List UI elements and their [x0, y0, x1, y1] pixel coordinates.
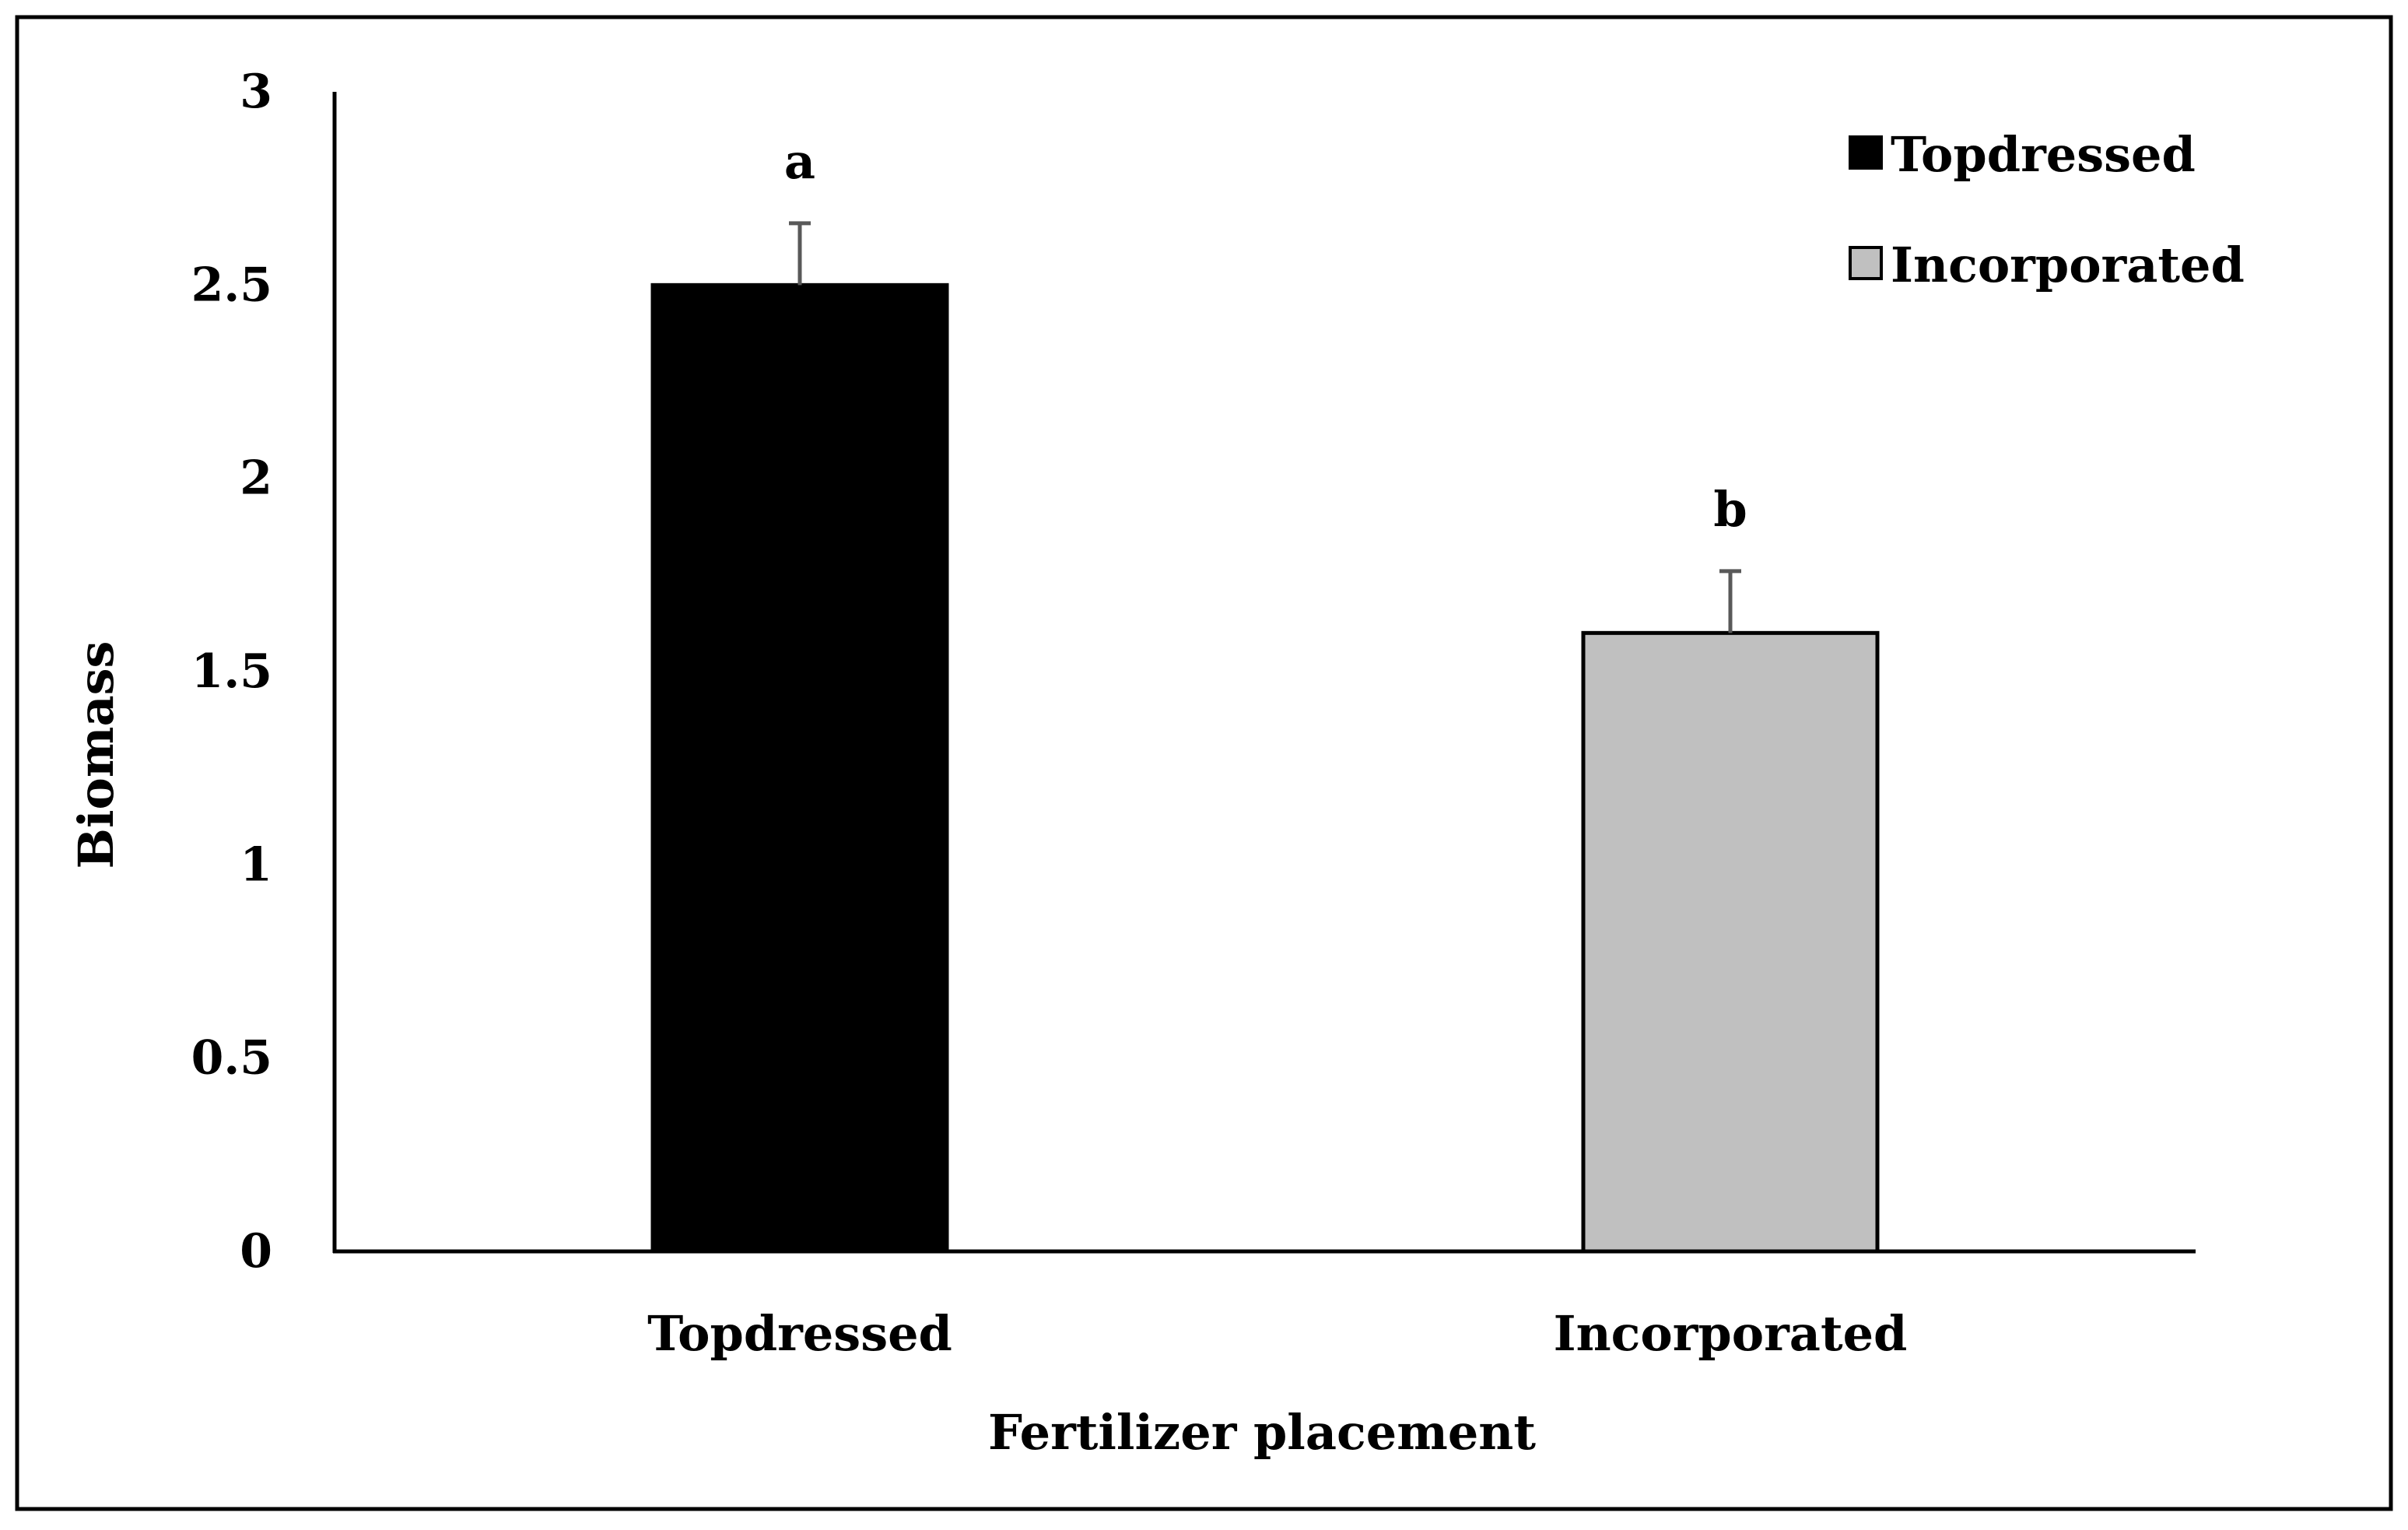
y-axis-title: Biomass [68, 641, 124, 869]
legend-swatch [1849, 135, 1883, 170]
chart-frame [15, 15, 2393, 1511]
x-tick-label: Incorporated [1554, 1305, 1908, 1362]
y-tick-label: 2.5 [191, 258, 272, 312]
bar [1581, 630, 1880, 1254]
y-tick-label: 1 [240, 837, 272, 892]
y-tick-label: 2 [240, 451, 272, 506]
bar [650, 282, 949, 1254]
y-tick-label: 0.5 [191, 1031, 272, 1086]
x-tick-label: Topdressed [647, 1305, 952, 1362]
legend-label: Incorporated [1891, 237, 2245, 293]
x-axis-title: Fertilizer placement [988, 1404, 1536, 1461]
y-tick-label: 0 [240, 1224, 272, 1279]
legend-label: Topdressed [1891, 126, 2196, 183]
significance-letter: a [784, 133, 815, 190]
y-tick-label: 3 [240, 65, 272, 119]
y-tick-label: 1.5 [191, 644, 272, 699]
significance-letter: b [1713, 481, 1747, 538]
legend-swatch [1849, 246, 1883, 280]
